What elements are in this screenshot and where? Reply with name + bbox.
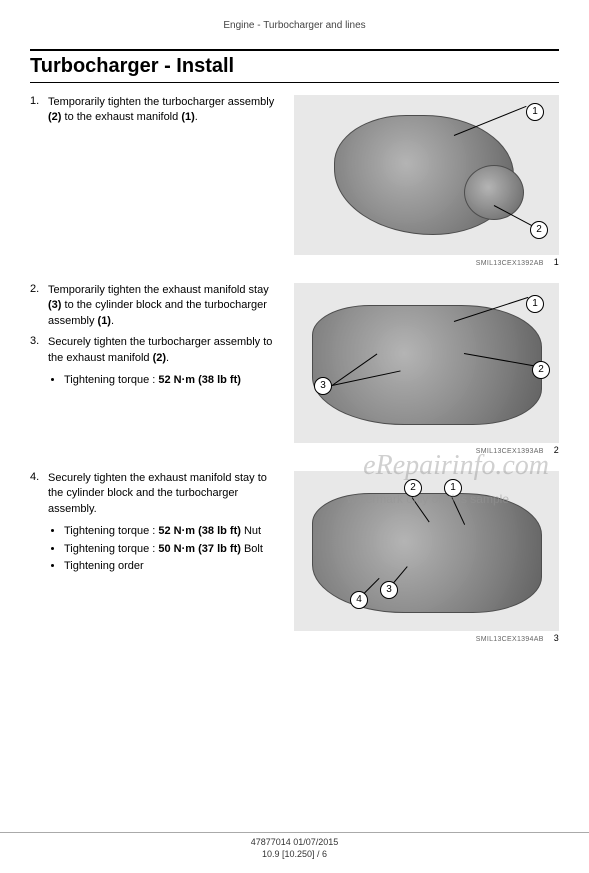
text-part: . [195, 111, 198, 123]
step-body: Securely tighten the exhaust manifold st… [48, 471, 294, 576]
step-text: Temporarily tighten the turbocharger ass… [48, 95, 278, 126]
callout-1: 1 [444, 479, 462, 497]
callout-3: 3 [314, 377, 332, 395]
text-part: Nut [241, 525, 261, 537]
text-part: 52 N·m (38 lb ft) [158, 525, 241, 537]
step-body: Temporarily tighten the turbocharger ass… [48, 95, 294, 126]
step-number: 4. [30, 471, 48, 576]
step-row: 4.Securely tighten the exhaust manifold … [30, 471, 559, 649]
figure-code: SMIL13CEX1392AB [476, 260, 544, 267]
sub-list: Tightening torque : 52 N·m (38 lb ft) [64, 372, 286, 390]
step: 2.Temporarily tighten the exhaust manifo… [30, 283, 294, 329]
figure-code: SMIL13CEX1394AB [476, 636, 544, 643]
text-part: (2) [153, 352, 166, 364]
breadcrumb: Engine - Turbocharger and lines [223, 20, 365, 31]
sub-list-item: Tightening torque : 52 N·m (38 lb ft) [64, 372, 286, 390]
text-part: Tightening order [64, 560, 144, 572]
figure-index: 2 [554, 445, 559, 455]
engine-illustration [464, 165, 524, 220]
figure-image: 12 [294, 95, 559, 255]
callout-1: 1 [526, 103, 544, 121]
page-title: Turbocharger - Install [30, 55, 559, 78]
callout-2: 2 [530, 221, 548, 239]
figure-image: 2 1 34 [294, 471, 559, 631]
text-part: . [111, 315, 114, 327]
sub-list: Tightening torque : 52 N·m (38 lb ft) Nu… [64, 523, 286, 576]
section-block: 2.Temporarily tighten the exhaust manifo… [30, 283, 559, 461]
step-left-column: 1.Temporarily tighten the turbocharger a… [30, 95, 294, 132]
text-part: Bolt [241, 543, 263, 555]
callout-2: 2 [404, 479, 422, 497]
step-number: 3. [30, 335, 48, 389]
section-block: 4.Securely tighten the exhaust manifold … [30, 471, 559, 649]
step: 4.Securely tighten the exhaust manifold … [30, 471, 294, 576]
text-part: Temporarily tighten the turbocharger ass… [48, 96, 274, 108]
step: 3.Securely tighten the turbocharger asse… [30, 335, 294, 389]
sub-list-item: Tightening torque : 50 N·m (37 lb ft) Bo… [64, 541, 286, 559]
engine-illustration [312, 305, 542, 425]
figure: 12SMIL13CEX1392AB1 [294, 95, 559, 273]
figure: 1 2 3 SMIL13CEX1393AB 2 [294, 283, 559, 461]
text-part: to the cylinder block and the turbocharg… [48, 299, 267, 326]
text-part: Temporarily tighten the exhaust manifold… [48, 284, 269, 296]
engine-illustration [312, 493, 542, 613]
text-part: 52 N·m (38 lb ft) [158, 374, 241, 386]
figure-caption: SMIL13CEX1392AB 1 [294, 257, 559, 267]
step-text: Securely tighten the turbocharger assemb… [48, 335, 278, 366]
step-text: Temporarily tighten the exhaust manifold… [48, 283, 278, 329]
step-number: 2. [30, 283, 48, 329]
figure-code: SMIL13CEX1393AB [476, 448, 544, 455]
text-part: (2) [48, 111, 61, 123]
step-row: 1.Temporarily tighten the turbocharger a… [30, 95, 559, 273]
text-part: 50 N·m (37 lb ft) [158, 543, 241, 555]
step-left-column: 4.Securely tighten the exhaust manifold … [30, 471, 294, 582]
sub-list-item: Tightening torque : 52 N·m (38 lb ft) Nu… [64, 523, 286, 541]
callout-2: 2 [532, 361, 550, 379]
text-part: (1) [181, 111, 194, 123]
sub-list-item: Tightening order [64, 558, 286, 576]
callout-4: 4 [350, 591, 368, 609]
callout-1: 1 [526, 295, 544, 313]
text-part: to the exhaust manifold [61, 111, 181, 123]
text-part: Tightening torque : [64, 543, 158, 555]
figure-caption: SMIL13CEX1394AB 3 [294, 633, 559, 643]
page-header: Engine - Turbocharger and lines [30, 20, 559, 31]
footer-line2: 10.9 [10.250] / 6 [0, 849, 589, 859]
page-footer: 47877014 01/07/2015 10.9 [10.250] / 6 [0, 832, 589, 859]
callout-3: 3 [380, 581, 398, 599]
step-body: Securely tighten the turbocharger assemb… [48, 335, 294, 389]
text-part: Securely tighten the exhaust manifold st… [48, 472, 267, 515]
title-row: Turbocharger - Install [30, 49, 559, 83]
figure-index: 1 [554, 257, 559, 267]
step: 1.Temporarily tighten the turbocharger a… [30, 95, 294, 126]
step-left-column: 2.Temporarily tighten the exhaust manifo… [30, 283, 294, 396]
text-part: (1) [98, 315, 111, 327]
text-part: Tightening torque : [64, 374, 158, 386]
figure-caption: SMIL13CEX1393AB 2 [294, 445, 559, 455]
figure-image: 1 2 3 [294, 283, 559, 443]
step-row: 2.Temporarily tighten the exhaust manifo… [30, 283, 559, 461]
figure-index: 3 [554, 633, 559, 643]
step-body: Temporarily tighten the exhaust manifold… [48, 283, 294, 329]
section-block: 1.Temporarily tighten the turbocharger a… [30, 95, 559, 273]
text-part: (3) [48, 299, 61, 311]
figure: 2134SMIL13CEX1394AB3 [294, 471, 559, 649]
step-text: Securely tighten the exhaust manifold st… [48, 471, 278, 517]
step-number: 1. [30, 95, 48, 126]
steps-container: 1.Temporarily tighten the turbocharger a… [30, 95, 559, 649]
text-part: . [166, 352, 169, 364]
footer-line1: 47877014 01/07/2015 [0, 837, 589, 847]
text-part: Tightening torque : [64, 525, 158, 537]
